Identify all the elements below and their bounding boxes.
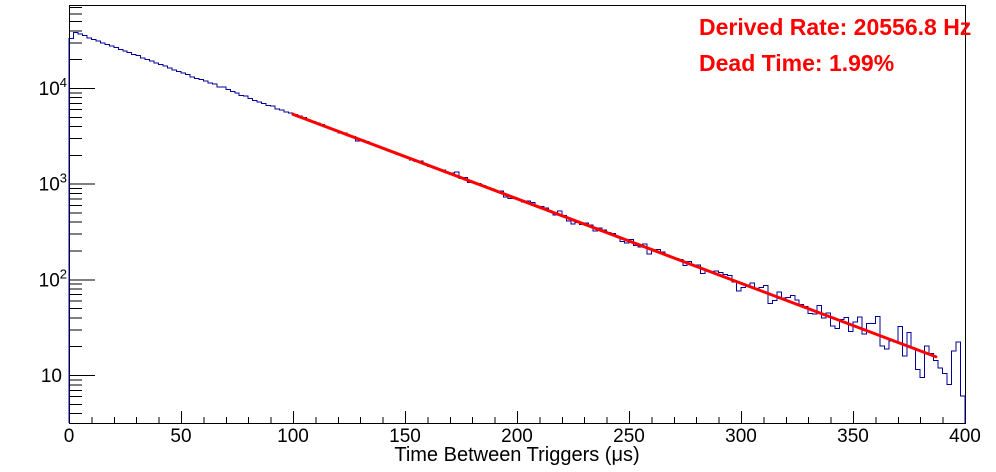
svg-text:10: 10 bbox=[41, 366, 62, 387]
exponential-fit-line bbox=[291, 112, 938, 359]
svg-text:104: 104 bbox=[39, 75, 67, 100]
svg-text:150: 150 bbox=[389, 426, 421, 447]
histogram-line bbox=[68, 31, 966, 423]
derived-rate-text: Derived Rate: 20556.8 Hz bbox=[699, 14, 972, 40]
svg-text:0: 0 bbox=[64, 426, 75, 447]
svg-text:50: 50 bbox=[170, 426, 191, 447]
svg-text:100: 100 bbox=[277, 426, 309, 447]
x-axis-title: Time Between Triggers (μs) bbox=[394, 444, 640, 466]
svg-text:200: 200 bbox=[501, 426, 533, 447]
dead-time-text: Dead Time: 1.99% bbox=[699, 50, 895, 76]
svg-text:103: 103 bbox=[39, 171, 67, 196]
svg-text:350: 350 bbox=[837, 426, 869, 447]
svg-text:400: 400 bbox=[949, 426, 981, 447]
annotation-block: Derived Rate: 20556.8 Hz Dead Time: 1.99… bbox=[699, 9, 971, 81]
svg-text:250: 250 bbox=[613, 426, 645, 447]
axis-tick-labels: 0 50 100 150 200 250 300 350 400 10 102 103 104 bbox=[39, 75, 981, 447]
svg-text:300: 300 bbox=[725, 426, 757, 447]
svg-text:102: 102 bbox=[39, 266, 67, 291]
